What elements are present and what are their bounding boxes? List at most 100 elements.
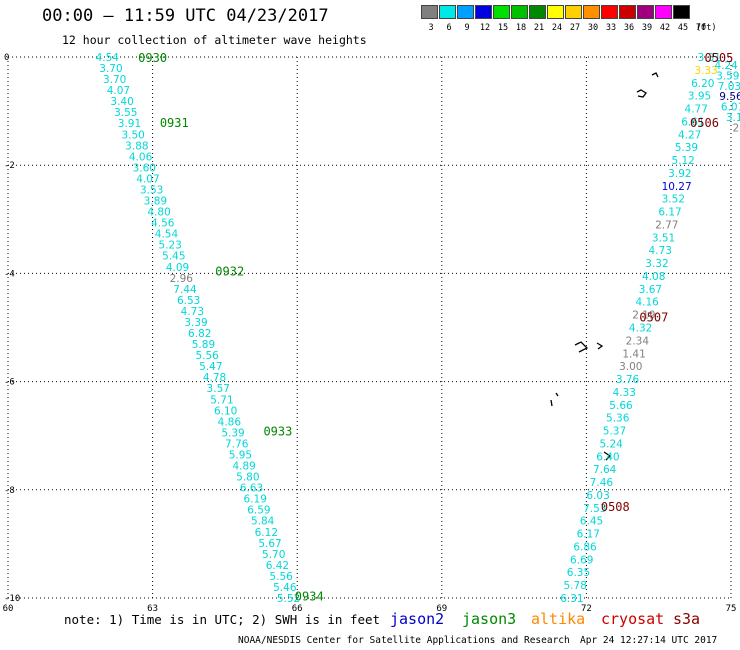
legend-label: 24: [551, 23, 563, 33]
wave-height-value: 4.54: [155, 229, 179, 241]
wave-height-value: 3.50: [121, 129, 144, 141]
wave-height-value: 3.1: [726, 112, 740, 124]
legend-swatch: [673, 5, 690, 19]
legend-swatch: [601, 5, 618, 19]
wave-height-value: 3.60: [133, 162, 156, 174]
wave-height-value: 2.96: [170, 273, 194, 285]
wave-height-value: 7.03: [718, 81, 740, 93]
wave-height-value: 5.52: [277, 593, 300, 605]
legend-label: 6: [446, 23, 452, 33]
legend-swatch: [457, 5, 474, 19]
coastline: [574, 341, 589, 353]
wave-height-value: 5.45: [162, 251, 185, 263]
wave-height-value: 2.19: [632, 310, 655, 322]
wave-height-value: 4.78: [203, 372, 226, 384]
wave-height-value: 4.89: [232, 461, 255, 473]
wave-height-value: 5.36: [606, 413, 630, 425]
wave-height-value: 5.56: [269, 571, 293, 583]
wave-height-value: 3.33: [694, 65, 717, 77]
legend-label: 18: [515, 23, 527, 33]
footer-note: note: 1) Time is in UTC; 2) SWH is in fe…: [64, 612, 381, 627]
legend-label: 39: [641, 23, 653, 33]
legend-swatch: [619, 5, 636, 19]
legend-swatch: [493, 5, 510, 19]
pass-time-label: 0506: [690, 116, 719, 130]
legend-label: 36: [623, 23, 635, 33]
legend-unit: (ft): [696, 23, 717, 33]
legend-label: 15: [497, 23, 509, 33]
legend-label: 3: [428, 23, 434, 33]
wave-height-value: 4.06: [129, 151, 153, 163]
wave-height-value: 3.52: [662, 194, 685, 206]
coastline: [555, 392, 559, 397]
wave-height-value: 3.40: [110, 96, 133, 108]
x-tick-label: 60: [3, 604, 14, 614]
legend-swatch: [547, 5, 564, 19]
wave-height-value: 3.70: [103, 74, 126, 86]
wave-height-value: 6.12: [255, 527, 278, 539]
credit-line: NOAA/NESDIS Center for Satellite Applica…: [238, 635, 570, 646]
wave-height-value: 6.82: [188, 328, 211, 340]
wave-height-value: 4.32: [629, 323, 652, 335]
wave-height-value: 5.80: [236, 472, 259, 484]
wave-height-value: 3.70: [99, 63, 122, 75]
legend-swatch: [511, 5, 528, 19]
wave-height-value: 10.27: [662, 181, 692, 193]
legend-label: 45: [677, 23, 689, 33]
legend-label: 12: [479, 23, 491, 33]
wave-height-value: 4.80: [147, 207, 170, 219]
coastline: [636, 89, 647, 98]
legend-swatches: [421, 5, 691, 19]
wave-height-value: 4.86: [218, 416, 242, 428]
wave-height-value: 6.40: [596, 451, 619, 463]
wave-height-value: 3.89: [144, 196, 167, 208]
legend-label: 30: [587, 23, 599, 33]
pass-time-label: 0508: [601, 500, 630, 514]
wave-height-value: 5.71: [210, 394, 233, 406]
wave-height-value: 5.56: [195, 350, 219, 362]
wave-height-value: 6.69: [570, 554, 593, 566]
wave-height-value: 7.64: [593, 464, 617, 476]
color-legend: 3 6 9 12 15 18 21 24 27 30 33 36 39 42 45 70 (ft): [421, 5, 716, 33]
wave-height-value: 5.37: [603, 426, 626, 438]
wave-height-value: 5.67: [258, 538, 281, 550]
wave-height-value: 6.17: [658, 207, 681, 219]
wave-height-value: 3.00: [619, 361, 642, 373]
legend-label: 27: [569, 23, 581, 33]
legend-swatch: [439, 5, 456, 19]
wave-height-value: 3.55: [114, 107, 137, 119]
wave-height-value: 9.56: [719, 91, 740, 103]
wave-height-value: 4.73: [181, 306, 204, 318]
legend-swatch: [583, 5, 600, 19]
satellite-cryosat: cryosat: [601, 610, 665, 628]
legend-swatch: [475, 5, 492, 19]
wave-height-value: 5.89: [192, 339, 215, 351]
generated-timestamp: Apr 24 12:27:14 UTC 2017: [580, 635, 718, 646]
wave-height-value: 3.91: [118, 118, 141, 130]
legend-label: 33: [605, 23, 617, 33]
wave-height-value: 4.07: [136, 173, 159, 185]
wave-height-value: 7.76: [225, 438, 249, 450]
wave-height-value: 6.86: [573, 541, 597, 553]
legend-labels: 3 6 9 12 15 18 21 24 27 30 33 36 39 42 45 70: [421, 23, 731, 35]
legend-swatch: [421, 5, 438, 19]
y-tick-label: -2: [4, 161, 15, 171]
pass-time-label: 0932: [215, 265, 244, 279]
wave-height-value: 5.46: [273, 582, 297, 594]
pass-time-label: 0931: [160, 116, 189, 130]
wave-height-value: 4.24: [714, 60, 738, 72]
satellite-altika: altika: [531, 610, 586, 628]
legend-swatch: [565, 5, 582, 19]
wave-height-value: 1.41: [622, 348, 645, 360]
wave-height-value: 3.53: [140, 184, 163, 196]
wave-height-value: 6.01: [721, 102, 740, 114]
wave-height-value: 4.73: [649, 245, 672, 257]
wave-height-value: 6.63: [240, 483, 263, 495]
wave-height-value: 6.20: [691, 78, 714, 90]
wave-height-value: 3.67: [639, 284, 662, 296]
y-tick-label: -8: [4, 486, 15, 496]
wave-height-value: 4.33: [613, 387, 636, 399]
coastline: [596, 342, 604, 350]
wave-height-value: 4.09: [166, 262, 189, 274]
